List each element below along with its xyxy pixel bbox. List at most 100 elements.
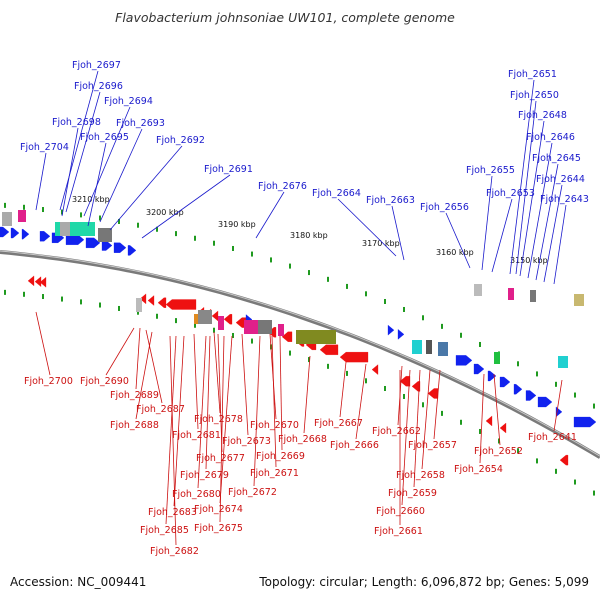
feature-box <box>136 298 142 312</box>
reverse-tick <box>593 490 595 496</box>
reverse-gene-arrow <box>339 352 369 363</box>
forward-tick <box>99 215 101 221</box>
forward-tick <box>270 257 272 263</box>
reverse-gene-label: Fjoh_2683 <box>148 507 197 518</box>
accession-text: Accession: NC_009441 <box>10 575 146 589</box>
forward-gene-arrow <box>113 242 127 253</box>
reverse-gene-label: Fjoh_2652 <box>474 446 523 457</box>
forward-gene-arrow <box>85 237 101 248</box>
reverse-tick <box>99 302 101 308</box>
forward-gene-arrow <box>65 234 85 245</box>
label-leader-line <box>35 311 51 376</box>
reverse-tick <box>42 294 44 300</box>
forward-tick <box>517 361 519 367</box>
reverse-gene-arrow <box>157 297 167 308</box>
reverse-gene-label: Fjoh_2666 <box>330 440 379 451</box>
reverse-gene-label: Fjoh_2672 <box>228 487 277 498</box>
label-leader-line <box>543 184 563 283</box>
feature-box <box>558 356 568 368</box>
reverse-tick <box>574 479 576 485</box>
reverse-gene-label: Fjoh_2661 <box>374 526 423 537</box>
label-leader-line <box>217 333 223 453</box>
reverse-tick <box>517 448 519 454</box>
reverse-tick <box>80 299 82 305</box>
forward-gene-arrow <box>387 324 395 336</box>
reverse-gene-arrow <box>223 314 233 325</box>
label-leader-line <box>87 142 107 227</box>
forward-tick <box>61 209 63 215</box>
forward-gene-arrow <box>101 240 113 251</box>
forward-gene-arrow <box>513 384 523 395</box>
forward-tick <box>4 202 6 208</box>
label-leader-line <box>145 329 163 404</box>
reverse-gene-arrow <box>559 454 569 466</box>
label-leader-line <box>109 145 183 231</box>
reverse-gene-label: Fjoh_2671 <box>250 468 299 479</box>
kbp-marker: 3160 kbp <box>436 248 474 257</box>
reverse-gene-arrow <box>34 276 42 287</box>
reverse-tick <box>175 318 177 324</box>
reverse-tick <box>61 296 63 302</box>
label-leader-line <box>515 100 537 275</box>
forward-tick <box>327 276 329 282</box>
reverse-gene-label: Fjoh_2658 <box>396 470 445 481</box>
reverse-tick <box>441 410 443 416</box>
reverse-tick <box>232 332 234 338</box>
reverse-tick <box>479 428 481 434</box>
reverse-gene-label: Fjoh_2690 <box>80 376 129 387</box>
genome-backbone <box>0 250 600 459</box>
reverse-tick <box>403 393 405 399</box>
forward-gene-label: Fjoh_2694 <box>104 96 153 107</box>
reverse-gene-label: Fjoh_2687 <box>136 404 185 415</box>
kbp-marker: 3150 kbp <box>510 256 548 265</box>
forward-tick <box>42 207 44 213</box>
reverse-tick <box>118 305 120 311</box>
reverse-gene-label: Fjoh_2662 <box>372 426 421 437</box>
feature-box <box>278 324 284 336</box>
forward-tick <box>213 240 215 246</box>
label-leader-line <box>279 335 283 451</box>
feature-box <box>438 342 448 356</box>
reverse-gene-label: Fjoh_2673 <box>222 436 271 447</box>
feature-box <box>198 310 212 324</box>
feature-box <box>494 352 500 364</box>
forward-tick <box>479 341 481 347</box>
forward-gene-arrow <box>473 363 485 375</box>
label-leader-line <box>553 379 563 432</box>
reverse-gene-label: Fjoh_2681 <box>172 430 221 441</box>
reverse-gene-label: Fjoh_2689 <box>110 390 159 401</box>
label-leader-line <box>59 70 99 211</box>
reverse-gene-label: Fjoh_2679 <box>180 470 229 481</box>
reverse-tick <box>422 402 424 408</box>
forward-gene-arrow <box>39 231 51 242</box>
label-leader-line <box>219 335 225 523</box>
forward-tick <box>574 392 576 398</box>
feature-box <box>258 320 272 334</box>
label-leader-line <box>135 331 153 420</box>
label-leader-line <box>391 205 405 261</box>
feature-box <box>18 210 26 222</box>
forward-tick <box>137 222 139 228</box>
label-leader-line <box>219 335 233 504</box>
reverse-gene-label: Fjoh_2678 <box>194 414 243 425</box>
label-leader-line <box>213 331 221 414</box>
feature-box <box>218 316 224 330</box>
reverse-tick <box>498 438 500 444</box>
label-leader-line <box>141 174 231 239</box>
forward-gene-arrow <box>127 245 137 256</box>
reverse-gene-arrow <box>499 422 507 434</box>
forward-gene-label: Fjoh_2645 <box>532 153 581 164</box>
feature-box <box>244 320 258 334</box>
forward-gene-label: Fjoh_2704 <box>20 142 69 153</box>
label-leader-line <box>99 128 143 223</box>
label-leader-line <box>105 327 135 376</box>
forward-tick <box>365 291 367 297</box>
reverse-gene-label: Fjoh_2660 <box>376 506 425 517</box>
forward-gene-arrow <box>525 390 537 401</box>
reverse-tick <box>4 289 6 295</box>
forward-tick <box>346 283 348 289</box>
forward-gene-arrow <box>0 226 10 238</box>
feature-box <box>530 290 536 302</box>
forward-gene-label: Fjoh_2697 <box>72 60 121 71</box>
reverse-tick <box>536 458 538 464</box>
